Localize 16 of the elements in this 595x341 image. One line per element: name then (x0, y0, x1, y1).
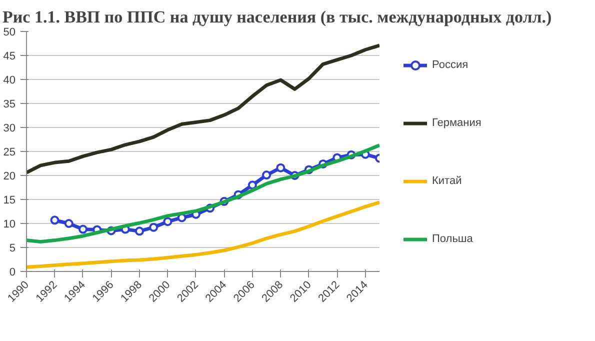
y-tick-label: 15 (3, 194, 16, 206)
legend-label: Германия (432, 117, 482, 129)
legend-label: Китай (432, 175, 462, 187)
y-tick-label: 20 (3, 170, 16, 182)
chart-title: Рис 1.1. ВВП по ППС на душу населения (в тыс. международных долл.) (2, 8, 552, 26)
y-tick-label: 45 (3, 50, 16, 62)
y-tick-label: 35 (3, 98, 16, 110)
y-tick-label: 5 (9, 242, 16, 254)
y-tick-label: 30 (3, 122, 16, 134)
y-tick-label: 25 (3, 146, 16, 158)
y-tick-label: 0 (9, 266, 16, 278)
y-tick-label: 40 (3, 74, 16, 86)
y-tick-label: 50 (3, 26, 16, 38)
legend-label: Польша (432, 233, 473, 245)
y-tick-label: 10 (3, 218, 16, 230)
legend-label: Россия (432, 59, 468, 71)
